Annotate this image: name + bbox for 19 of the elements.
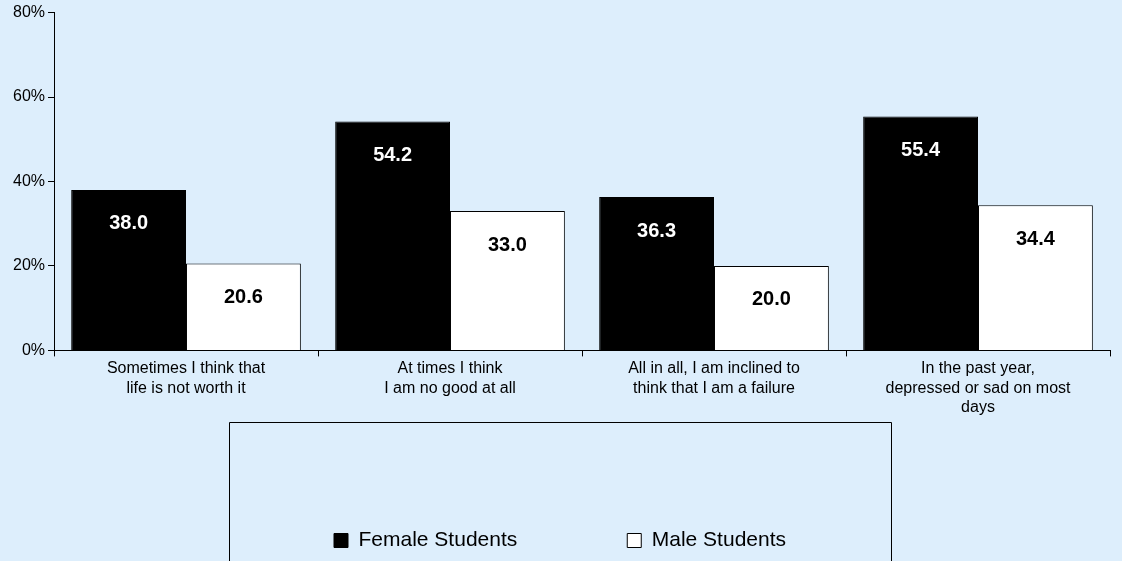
legend-label: Male Students bbox=[651, 527, 786, 551]
data-label: 38.0 bbox=[109, 211, 149, 234]
data-label: 20.6 bbox=[223, 284, 263, 307]
data-label: 36.3 bbox=[637, 218, 677, 241]
data-label: 34.4 bbox=[1015, 226, 1056, 249]
x-tick-label: All in all, I am inclined to think that I am a failure bbox=[628, 359, 800, 396]
x-tick-label: At times I think I am no good at all bbox=[384, 359, 516, 396]
legend-label: Female Students bbox=[358, 527, 518, 551]
data-label: 55.4 bbox=[901, 137, 941, 160]
data-label: 33.0 bbox=[487, 232, 527, 255]
data-label: 20.0 bbox=[751, 287, 791, 310]
y-tick-label: 40% bbox=[12, 171, 46, 189]
y-tick-label: 80% bbox=[12, 3, 46, 21]
y-tick-label: 20% bbox=[12, 256, 46, 274]
y-tick-label: 0% bbox=[21, 340, 46, 358]
x-tick-label: In the past year, depressed or sad on most days bbox=[885, 359, 1072, 415]
y-tick-label: 60% bbox=[12, 87, 46, 105]
x-tick-label: Sometimes I think that life is not worth it bbox=[106, 359, 266, 396]
data-label: 54.2 bbox=[373, 143, 413, 166]
